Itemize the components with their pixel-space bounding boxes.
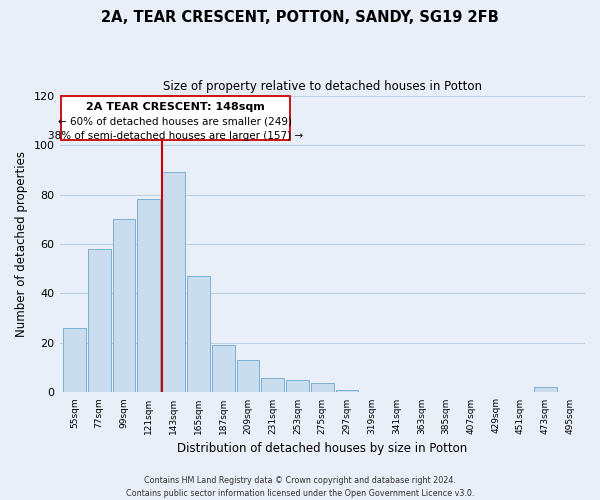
Text: 38% of semi-detached houses are larger (157) →: 38% of semi-detached houses are larger (…: [48, 132, 303, 141]
Text: ← 60% of detached houses are smaller (249): ← 60% of detached houses are smaller (24…: [58, 116, 292, 126]
Bar: [187, 276, 210, 392]
Bar: [63, 328, 86, 392]
X-axis label: Distribution of detached houses by size in Potton: Distribution of detached houses by size …: [177, 442, 467, 455]
Text: Contains HM Land Registry data © Crown copyright and database right 2024.
Contai: Contains HM Land Registry data © Crown c…: [126, 476, 474, 498]
Title: Size of property relative to detached houses in Potton: Size of property relative to detached ho…: [163, 80, 482, 93]
Bar: [137, 200, 160, 392]
Bar: [236, 360, 259, 392]
Text: 2A, TEAR CRESCENT, POTTON, SANDY, SG19 2FB: 2A, TEAR CRESCENT, POTTON, SANDY, SG19 2…: [101, 10, 499, 25]
Y-axis label: Number of detached properties: Number of detached properties: [15, 151, 28, 337]
Bar: [311, 382, 334, 392]
Bar: [162, 172, 185, 392]
Bar: [113, 220, 136, 392]
Bar: [534, 388, 557, 392]
Bar: [286, 380, 309, 392]
Text: 2A TEAR CRESCENT: 148sqm: 2A TEAR CRESCENT: 148sqm: [86, 102, 265, 112]
Bar: [88, 249, 110, 392]
FancyBboxPatch shape: [61, 96, 290, 140]
Bar: [261, 378, 284, 392]
Bar: [335, 390, 358, 392]
Bar: [212, 346, 235, 393]
